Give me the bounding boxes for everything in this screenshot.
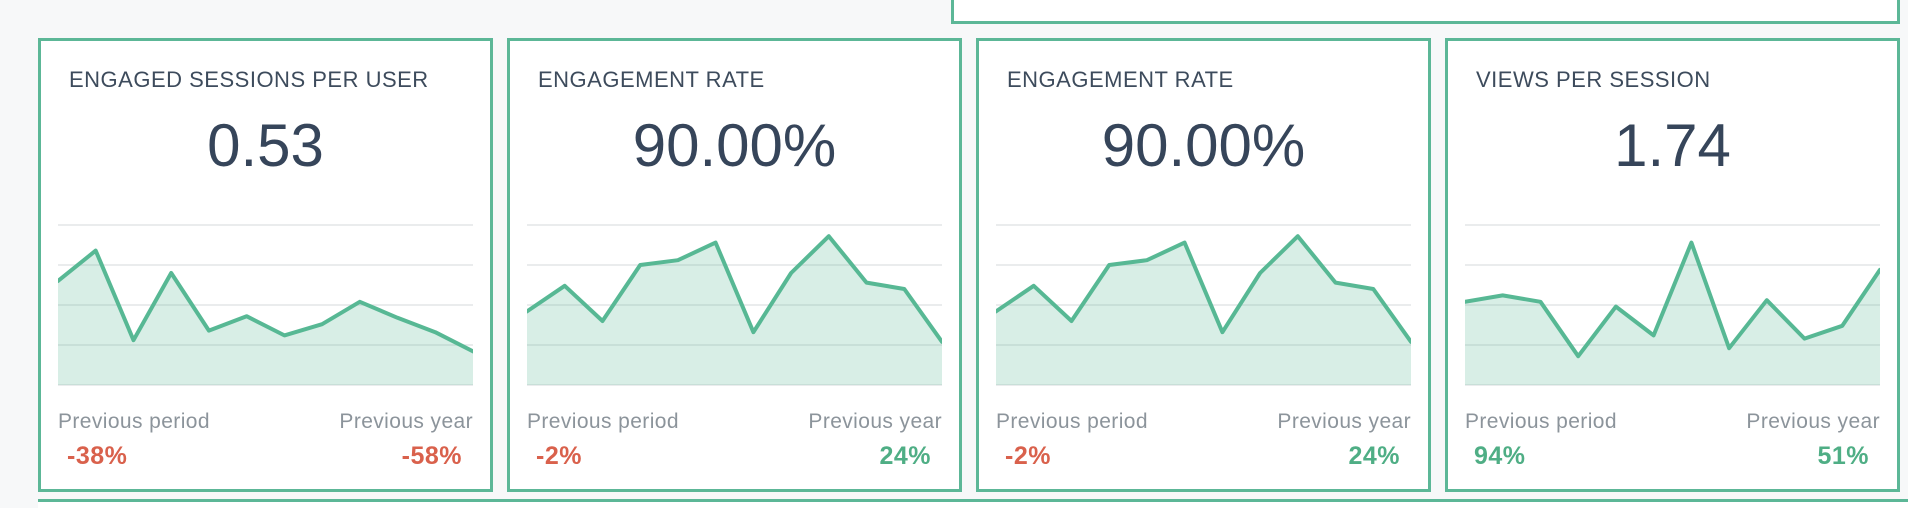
previous-year-label: Previous year: [1277, 410, 1411, 433]
previous-year-block: Previous year -58%: [339, 409, 473, 471]
kpi-card-views-per-session[interactable]: VIEWS PER SESSION 1.74 Previous period 9…: [1445, 38, 1900, 492]
sparkline-chart: [58, 201, 473, 389]
previous-period-label: Previous period: [527, 410, 679, 433]
previous-period-block: Previous period -2%: [996, 409, 1148, 471]
card-title: ENGAGEMENT RATE: [538, 67, 765, 92]
card-title: ENGAGED SESSIONS PER USER: [69, 67, 429, 92]
previous-period-block: Previous period -38%: [58, 409, 210, 471]
card-title: VIEWS PER SESSION: [1476, 67, 1711, 92]
previous-year-block: Previous year 24%: [1277, 409, 1411, 471]
previous-year-delta: 24%: [1348, 442, 1400, 470]
metric-value: 1.74: [1614, 112, 1731, 179]
sparkline-chart: [527, 201, 942, 389]
previous-year-label: Previous year: [339, 410, 473, 433]
previous-period-block: Previous period -2%: [527, 409, 679, 471]
kpi-card-engagement-rate-2[interactable]: ENGAGEMENT RATE 90.00% Previous period -…: [976, 38, 1431, 492]
previous-period-delta: -2%: [1005, 442, 1051, 470]
card-title: ENGAGEMENT RATE: [1007, 67, 1234, 92]
comparison-row: Previous period -2% Previous year 24%: [996, 409, 1411, 471]
previous-year-delta: 24%: [879, 442, 931, 470]
previous-year-block: Previous year 51%: [1746, 409, 1880, 471]
metric-value: 0.53: [207, 112, 324, 179]
kpi-card-engaged-sessions-per-user[interactable]: ENGAGED SESSIONS PER USER 0.53 Previous …: [38, 38, 493, 492]
previous-period-block: Previous period 94%: [1465, 409, 1617, 471]
previous-period-label: Previous period: [1465, 410, 1617, 433]
comparison-row: Previous period -2% Previous year 24%: [527, 409, 942, 471]
previous-year-block: Previous year 24%: [808, 409, 942, 471]
previous-period-delta: -2%: [536, 442, 582, 470]
comparison-row: Previous period 94% Previous year 51%: [1465, 409, 1880, 471]
metric-value: 90.00%: [632, 112, 837, 179]
previous-period-delta: -38%: [67, 442, 128, 470]
cropped-card-above: [951, 0, 1900, 24]
metric-value: 90.00%: [1101, 112, 1306, 179]
previous-period-delta: 94%: [1474, 442, 1526, 470]
comparison-row: Previous period -38% Previous year -58%: [58, 409, 473, 471]
previous-year-delta: 51%: [1817, 442, 1869, 470]
sparkline-chart: [996, 201, 1411, 389]
previous-year-label: Previous year: [1746, 410, 1880, 433]
sparkline-chart: [1465, 201, 1880, 389]
kpi-card-engagement-rate-1[interactable]: ENGAGEMENT RATE 90.00% Previous period -…: [507, 38, 962, 492]
previous-period-label: Previous period: [996, 410, 1148, 433]
previous-year-delta: -58%: [401, 442, 462, 470]
cropped-card-below: [38, 499, 1908, 508]
previous-year-label: Previous year: [808, 410, 942, 433]
previous-period-label: Previous period: [58, 410, 210, 433]
